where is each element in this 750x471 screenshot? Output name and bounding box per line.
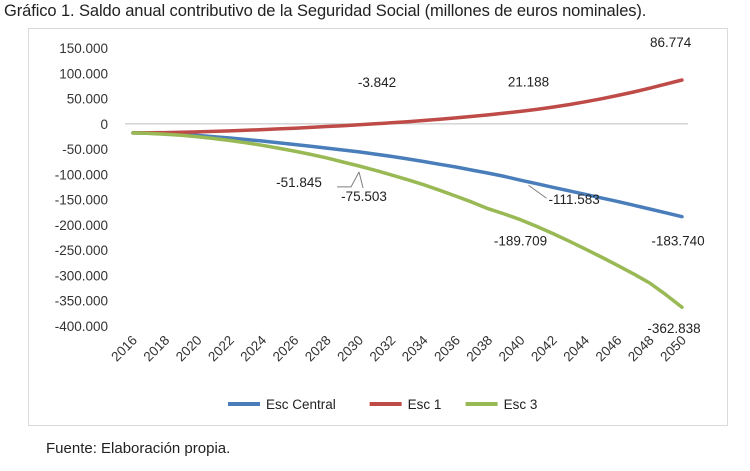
source-note: Fuente: Elaboración propia.	[46, 440, 231, 457]
data-label: -111.583	[549, 192, 600, 207]
x-tick-label: 2018	[141, 333, 173, 365]
data-label-leader	[358, 171, 364, 189]
data-label: -75.503	[341, 189, 387, 204]
x-tick-label: 2038	[464, 333, 496, 365]
x-tick-label: 2048	[625, 333, 657, 365]
x-tick-label: 2030	[334, 333, 366, 365]
x-tick-label: 2034	[399, 332, 431, 364]
x-tick-label: 2016	[108, 333, 140, 365]
x-tick-label: 2050	[657, 333, 689, 365]
y-tick-label: -250.000	[55, 243, 108, 258]
data-label: -3.842	[358, 75, 396, 90]
y-tick-label: -150.000	[55, 193, 108, 208]
x-tick-label: 2026	[270, 333, 302, 365]
series-line-esc-central	[131, 131, 684, 219]
legend-label: Esc 3	[504, 397, 538, 412]
y-tick-label: -200.000	[55, 218, 108, 233]
data-label: 86.774	[650, 35, 692, 50]
y-tick-label: -50.000	[62, 142, 108, 157]
x-tick-label: 2046	[593, 333, 625, 365]
y-tick-label: 50.000	[67, 92, 108, 107]
x-tick-label: 2042	[528, 333, 560, 365]
data-label: -189.709	[494, 234, 547, 249]
chart-title: Gráfico 1. Saldo anual contributivo de l…	[4, 2, 647, 20]
y-tick-label: 100.000	[59, 66, 108, 81]
x-tick-label: 2020	[173, 333, 205, 365]
data-label: -51.845	[276, 175, 322, 190]
x-tick-label: 2036	[431, 333, 463, 365]
data-label-leader	[528, 184, 547, 199]
y-tick-label: -350.000	[55, 294, 108, 309]
y-tick-label: -100.000	[55, 167, 108, 182]
y-tick-label: -300.000	[55, 268, 108, 283]
x-tick-label: 2032	[367, 333, 399, 365]
series-line-esc-3	[131, 131, 684, 309]
x-tick-label: 2044	[560, 332, 592, 364]
data-label: -183.740	[651, 234, 704, 249]
y-tick-label: -400.000	[55, 319, 108, 334]
y-tick-label: 0	[100, 117, 108, 132]
legend-label: Esc Central	[266, 397, 336, 412]
data-label: 21.188	[508, 74, 549, 89]
x-tick-label: 2022	[205, 333, 237, 365]
data-label: -362.838	[647, 321, 700, 336]
chart-panel	[28, 28, 728, 426]
y-tick-label: 150.000	[59, 41, 108, 56]
data-label-leader	[337, 171, 360, 188]
legend-label: Esc 1	[408, 397, 442, 412]
x-tick-label: 2040	[496, 333, 528, 365]
x-tick-label: 2028	[302, 333, 334, 365]
x-tick-label: 2024	[237, 332, 269, 364]
series-line-esc-1	[131, 78, 684, 135]
